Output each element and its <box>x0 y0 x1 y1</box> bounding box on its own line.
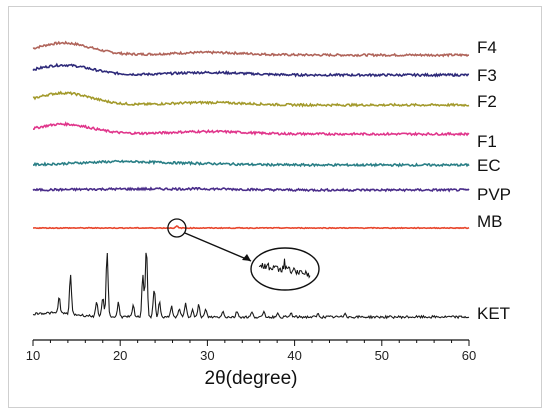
series-label-f3: F3 <box>477 66 497 85</box>
zoom-arrow-head <box>242 254 251 261</box>
x-tick-label: 50 <box>375 348 389 363</box>
zoom-source-circle <box>167 218 187 238</box>
zoom-arrow <box>184 232 252 262</box>
x-tick-label: 10 <box>26 348 40 363</box>
series-line-mb <box>32 225 470 230</box>
series-line-f1 <box>32 121 470 137</box>
xrd-chart: 10 20 30 40 50 60 F4 F3 F2 F1 EC PVP MB KET 2θ(degre… <box>26 38 511 389</box>
series-line-ket <box>32 252 470 320</box>
series-label-ec: EC <box>477 156 501 175</box>
x-tick-label: 20 <box>113 348 127 363</box>
chart-frame: 10 20 30 40 50 60 F4 F3 F2 F1 EC PVP MB KET 2θ(degre… <box>8 6 542 408</box>
series-label-f1: F1 <box>477 132 497 151</box>
series-label-ket: KET <box>477 304 510 323</box>
x-axis: 10 20 30 40 50 60 <box>26 339 476 363</box>
series-line-ec <box>32 159 470 168</box>
series-line-f4 <box>32 40 470 58</box>
series-label-f2: F2 <box>477 92 497 111</box>
zoom-inset-group <box>167 218 320 291</box>
x-axis-title: 2θ(degree) <box>205 368 298 389</box>
x-tick-label: 30 <box>200 348 214 363</box>
x-tick-label: 60 <box>462 348 476 363</box>
series-labels-group: F4 F3 F2 F1 EC PVP MB KET <box>477 38 511 323</box>
series-line-f3 <box>32 62 470 78</box>
series-label-mb: MB <box>477 212 503 231</box>
series-label-pvp: PVP <box>477 185 511 204</box>
series-line-pvp <box>32 186 470 193</box>
series-label-f4: F4 <box>477 38 497 57</box>
curves-group <box>32 40 470 320</box>
series-line-f2 <box>32 90 470 108</box>
zoom-trace <box>258 258 311 279</box>
x-tick-label: 40 <box>287 348 301 363</box>
